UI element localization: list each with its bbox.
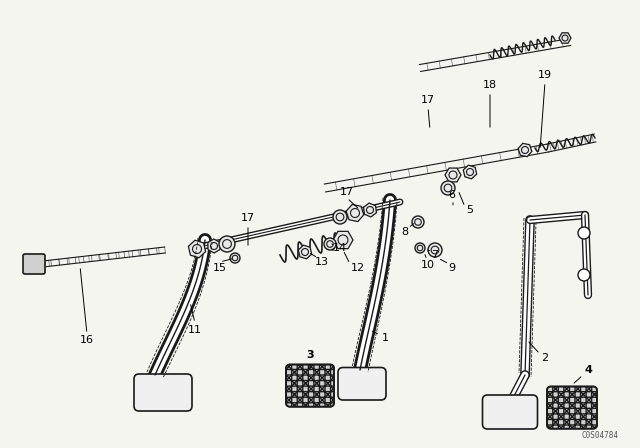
Text: 6: 6 xyxy=(449,190,456,200)
Polygon shape xyxy=(518,143,532,157)
Text: 15: 15 xyxy=(213,263,227,273)
FancyBboxPatch shape xyxy=(134,374,192,411)
FancyBboxPatch shape xyxy=(547,387,597,429)
Text: 8: 8 xyxy=(401,227,408,237)
Text: 17: 17 xyxy=(421,95,435,105)
Circle shape xyxy=(441,181,455,195)
Polygon shape xyxy=(298,245,312,259)
Text: 10: 10 xyxy=(421,260,435,270)
Polygon shape xyxy=(333,231,353,249)
Text: 19: 19 xyxy=(538,70,552,80)
Text: 12: 12 xyxy=(351,263,365,273)
Circle shape xyxy=(324,238,336,250)
Text: 14: 14 xyxy=(333,243,347,253)
Circle shape xyxy=(230,253,240,263)
Polygon shape xyxy=(346,204,364,221)
Text: C0S04784: C0S04784 xyxy=(582,431,618,439)
Text: 9: 9 xyxy=(449,263,456,273)
Text: 5: 5 xyxy=(467,205,474,215)
Circle shape xyxy=(578,269,590,281)
Text: 11: 11 xyxy=(188,325,202,335)
Text: 17: 17 xyxy=(340,187,354,197)
Polygon shape xyxy=(445,168,461,182)
Text: 17: 17 xyxy=(241,213,255,223)
Circle shape xyxy=(219,236,235,252)
FancyBboxPatch shape xyxy=(483,395,538,429)
Polygon shape xyxy=(559,33,571,43)
Polygon shape xyxy=(463,165,477,179)
Text: 3: 3 xyxy=(306,350,314,360)
Circle shape xyxy=(415,243,425,253)
Circle shape xyxy=(333,210,347,224)
FancyBboxPatch shape xyxy=(286,365,334,407)
Circle shape xyxy=(578,227,590,239)
Text: 4: 4 xyxy=(584,365,592,375)
Polygon shape xyxy=(364,203,376,217)
Circle shape xyxy=(412,216,424,228)
Text: 2: 2 xyxy=(541,353,548,363)
Text: 16: 16 xyxy=(80,335,94,345)
Circle shape xyxy=(428,243,442,257)
Text: 18: 18 xyxy=(483,80,497,90)
Text: 13: 13 xyxy=(315,257,329,267)
FancyBboxPatch shape xyxy=(338,367,386,400)
Polygon shape xyxy=(188,240,205,258)
Polygon shape xyxy=(208,239,220,253)
Text: 7: 7 xyxy=(431,250,438,260)
FancyBboxPatch shape xyxy=(23,254,45,274)
Text: 1: 1 xyxy=(381,333,388,343)
